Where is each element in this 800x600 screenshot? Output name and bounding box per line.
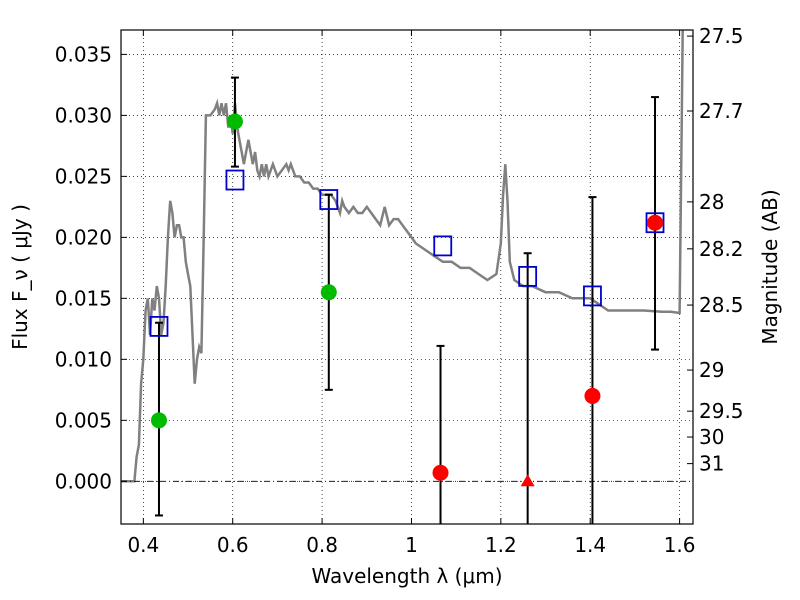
right-axis-label: Magnitude (AB) bbox=[758, 189, 782, 344]
y-tick-label: 0.010 bbox=[55, 347, 112, 371]
model-photometry-boxes bbox=[149, 169, 665, 337]
mag-tick-label: 29.5 bbox=[699, 399, 744, 423]
plot-frame bbox=[120, 29, 694, 525]
x-tick-label: 0.4 bbox=[127, 533, 159, 557]
y-tick-label: 0.000 bbox=[55, 469, 112, 493]
model-box-marker bbox=[583, 285, 602, 307]
y-axis-label: Flux F_ν ( μJy ) bbox=[8, 204, 32, 350]
mag-tick-label: 29 bbox=[699, 358, 724, 382]
non-detection-point bbox=[432, 464, 449, 481]
detection-point bbox=[150, 412, 167, 429]
y-tick-label: 0.015 bbox=[55, 286, 112, 310]
model-box-marker bbox=[518, 265, 538, 287]
non-detection-point bbox=[647, 214, 664, 231]
detection-point bbox=[320, 284, 337, 301]
detection-point bbox=[226, 113, 243, 130]
model-box-marker bbox=[319, 189, 339, 210]
mag-tick-label: 28 bbox=[699, 190, 724, 214]
axis-ticks: 0.4 0.6 0.8 1 1.2 1.4 1.6 0.000 0.005 0.010 0.015 0… bbox=[55, 24, 744, 557]
mag-tick-label: 28.5 bbox=[699, 293, 744, 317]
mag-tick-label: 27.5 bbox=[699, 24, 744, 48]
mag-tick-label: 31 bbox=[699, 452, 724, 476]
x-tick-label: 0.6 bbox=[217, 533, 249, 557]
non-detection-point bbox=[584, 387, 601, 404]
mag-tick-label: 30 bbox=[699, 425, 724, 449]
y-tick-label: 0.025 bbox=[55, 164, 112, 188]
model-box-marker bbox=[225, 169, 245, 191]
y-tick-label: 0.005 bbox=[55, 408, 112, 432]
model-box-marker bbox=[433, 235, 453, 257]
x-tick-label: 0.8 bbox=[306, 533, 338, 557]
observed-points bbox=[150, 113, 664, 487]
grid bbox=[121, 30, 693, 524]
x-tick-label: 1 bbox=[405, 533, 418, 557]
x-tick-label: 1.6 bbox=[664, 533, 696, 557]
upper-limit-triangle bbox=[520, 474, 535, 487]
x-tick-label: 1.2 bbox=[485, 533, 517, 557]
spectrum-line bbox=[121, 30, 684, 483]
y-axis-label-text: Flux F_ν ( μJy ) bbox=[8, 204, 32, 350]
mag-tick-label: 28.2 bbox=[699, 237, 744, 261]
model-spectrum bbox=[121, 30, 684, 483]
y-tick-label: 0.035 bbox=[55, 42, 112, 66]
x-axis-label: Wavelength λ (μm) bbox=[311, 564, 502, 588]
model-box-marker bbox=[645, 212, 665, 234]
x-tick-label: 1.4 bbox=[574, 533, 606, 557]
y-tick-label: 0.020 bbox=[55, 225, 112, 249]
model-box-marker bbox=[149, 315, 169, 337]
mag-tick-label: 27.7 bbox=[699, 99, 744, 123]
y-tick-label: 0.030 bbox=[55, 103, 112, 127]
